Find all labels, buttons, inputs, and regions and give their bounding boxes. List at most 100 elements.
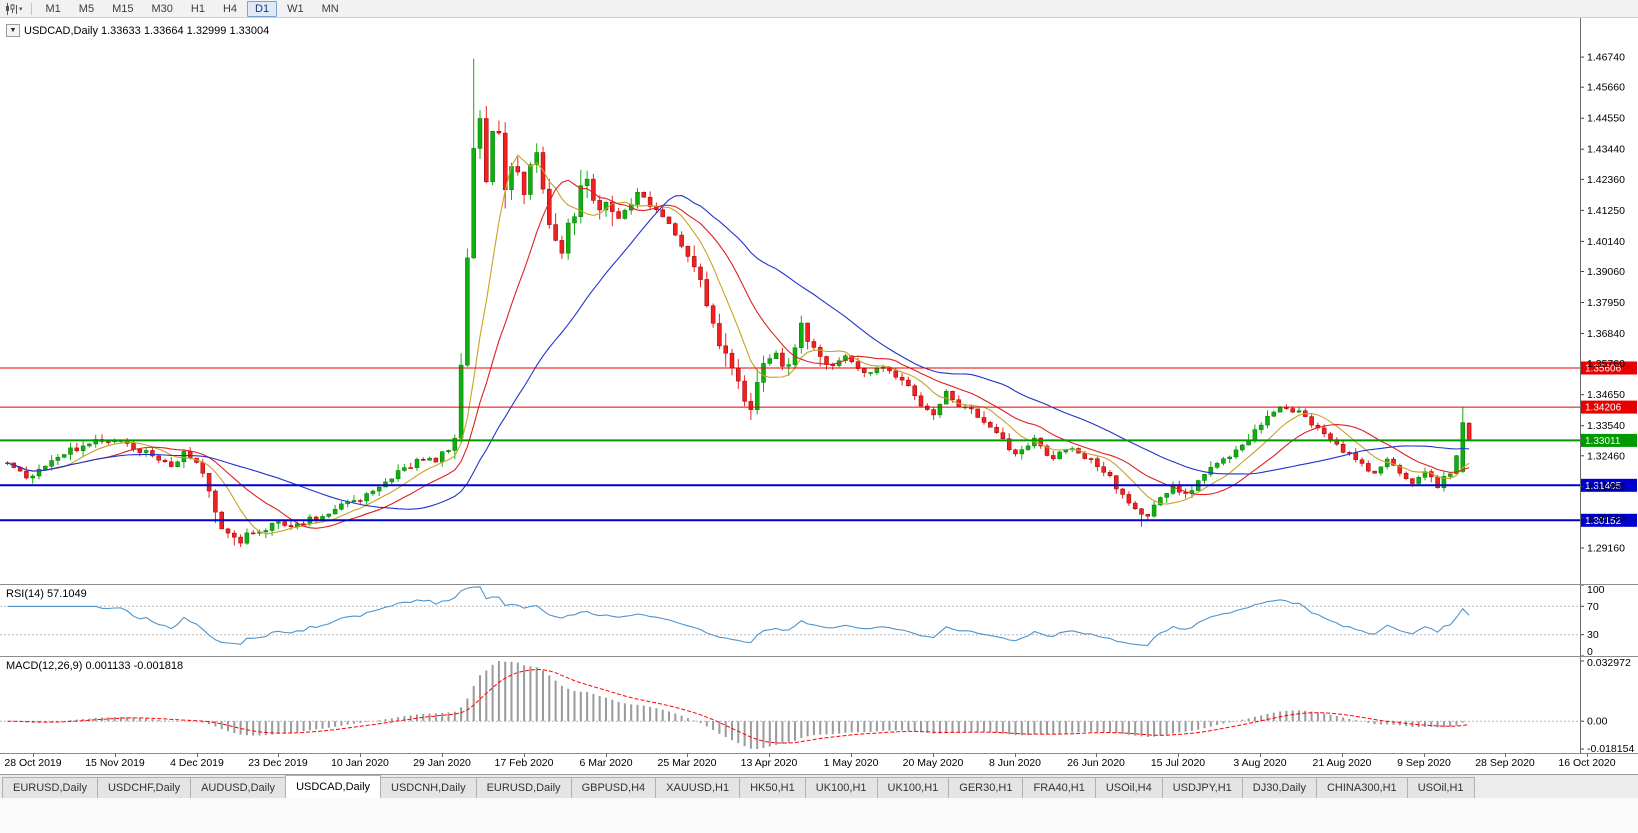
moving-average-8 — [7, 154, 1470, 535]
date-label: 21 Aug 2020 — [1312, 757, 1372, 769]
chart-tab-dj30-daily-15[interactable]: DJ30,Daily — [1241, 777, 1317, 798]
svg-text:30: 30 — [1587, 629, 1599, 641]
date-tick — [1342, 753, 1343, 757]
svg-text:1.32460: 1.32460 — [1587, 450, 1625, 462]
chart-tab-uk100-h1-10[interactable]: UK100,H1 — [876, 777, 950, 798]
timeframe-button-H1[interactable]: H1 — [190, 2, 205, 15]
svg-text:1.35606: 1.35606 — [1585, 364, 1622, 375]
date-tick — [1587, 753, 1588, 757]
chart-tab-hk50-h1-8[interactable]: HK50,H1 — [739, 777, 806, 798]
date-label: 23 Dec 2019 — [248, 757, 308, 769]
macd-indicator-pane[interactable]: 0.032972 0.00 -0.018154 — [0, 657, 1638, 753]
chart-tab-usdchf-daily-1[interactable]: USDCHF,Daily — [96, 777, 192, 798]
svg-text:0.00: 0.00 — [1587, 716, 1608, 728]
rsi-line — [7, 586, 1470, 646]
date-label: 26 Jun 2020 — [1067, 757, 1125, 769]
timeframe-button-MN[interactable]: MN — [321, 2, 339, 15]
svg-text:1.34206: 1.34206 — [1585, 403, 1622, 414]
chart-tab-gbpusd-h4-6[interactable]: GBPUSD,H4 — [570, 777, 657, 798]
macd-signal-line — [7, 668, 1470, 744]
date-tick — [278, 753, 279, 757]
chart-tab-audusd-daily-2[interactable]: AUDUSD,Daily — [190, 777, 287, 798]
date-label: 16 Oct 2020 — [1558, 757, 1616, 769]
rsi-indicator-pane[interactable]: 100 70 30 0 — [0, 585, 1638, 656]
svg-text:0.032972: 0.032972 — [1587, 657, 1631, 669]
svg-text:1.29160: 1.29160 — [1587, 543, 1625, 555]
timeframe-button-M30[interactable]: M30 — [151, 2, 173, 15]
chart-tab-eurusd-daily-5[interactable]: EURUSD,Daily — [475, 777, 572, 798]
chart-tab-uk100-h1-9[interactable]: UK100,H1 — [804, 777, 878, 798]
date-tick — [442, 753, 443, 757]
main-price-chart[interactable]: 1.35606 1.34206 1.33011 1.31405 1.30152 1.467… — [0, 18, 1638, 584]
date-label: 28 Oct 2019 — [4, 757, 62, 769]
svg-text:100: 100 — [1587, 585, 1605, 596]
date-label: 17 Feb 2020 — [494, 757, 554, 769]
macd-label: MACD(12,26,9) 0.001133 -0.001818 — [6, 660, 184, 672]
date-tick — [769, 753, 770, 757]
date-label: 25 Mar 2020 — [657, 757, 717, 769]
chart-tab-usdjpy-h1-14[interactable]: USDJPY,H1 — [1161, 777, 1243, 798]
date-label: 9 Sep 2020 — [1397, 757, 1451, 769]
svg-text:1.35760: 1.35760 — [1587, 358, 1625, 370]
timeframe-buttons: M1 M5 M15 M30 H1 H4 D1 W1 MN — [37, 0, 348, 17]
svg-text:0: 0 — [1587, 646, 1593, 656]
chart-tab-xauusd-h1-7[interactable]: XAUUSD,H1 — [655, 777, 741, 798]
date-label: 8 Jun 2020 — [989, 757, 1041, 769]
date-tick — [1424, 753, 1425, 757]
date-axis: 28 Oct 2019 15 Nov 2019 4 Dec 2019 23 Dec 2… — [0, 753, 1638, 774]
chart-tool-button[interactable]: ▾ — [2, 1, 26, 17]
chart-tab-usdcnh-daily-4[interactable]: USDCNH,Daily — [380, 777, 477, 798]
date-tick — [197, 753, 198, 757]
svg-text:1.33011: 1.33011 — [1585, 436, 1621, 447]
svg-text:1.30240: 1.30240 — [1587, 512, 1625, 524]
date-label: 28 Sep 2020 — [1475, 757, 1535, 769]
svg-text:1.31405: 1.31405 — [1585, 481, 1622, 492]
chart-tab-eurusd-daily-0[interactable]: EURUSD,Daily — [2, 777, 98, 798]
date-tick — [1096, 753, 1097, 757]
svg-text:1.37950: 1.37950 — [1587, 297, 1625, 309]
svg-text:1.34650: 1.34650 — [1587, 389, 1625, 401]
date-label: 4 Dec 2019 — [170, 757, 224, 769]
svg-text:1.45660: 1.45660 — [1587, 82, 1625, 94]
date-tick — [1015, 753, 1016, 757]
hline-price-tag — [1581, 478, 1637, 492]
timeframe-button-M1[interactable]: M1 — [45, 2, 61, 15]
svg-text:-0.018154: -0.018154 — [1587, 743, 1634, 753]
chart-tab-fra40-h1-12[interactable]: FRA40,H1 — [1022, 777, 1096, 798]
timeframe-button-M5[interactable]: M5 — [78, 2, 95, 15]
chart-tab-usoil-h4-13[interactable]: USOil,H4 — [1094, 777, 1163, 798]
hline-price-tag — [1581, 513, 1637, 527]
chart-tab-ger30-h1-11[interactable]: GER30,H1 — [948, 777, 1024, 798]
macd-histogram — [12, 661, 1471, 749]
date-tick — [1505, 753, 1506, 757]
date-tick — [1178, 753, 1179, 757]
date-tick — [33, 753, 34, 757]
chart-tab-usdcad-daily-3[interactable]: USDCAD,Daily — [285, 775, 382, 798]
one-click-trading-toggle[interactable]: ▼ — [6, 24, 20, 37]
date-label: 6 Mar 2020 — [579, 757, 633, 769]
pane-separator[interactable] — [0, 584, 1638, 585]
date-tick — [933, 753, 934, 757]
timeframe-button-W1[interactable]: W1 — [287, 2, 304, 15]
timeframe-button-H4[interactable]: H4 — [222, 2, 238, 15]
svg-text:1.46740: 1.46740 — [1587, 52, 1625, 64]
hline-price-tag — [1581, 361, 1637, 375]
chart-ohlc-header: USDCAD,Daily 1.33633 1.33664 1.32999 1.3… — [24, 25, 270, 37]
svg-text:1.36840: 1.36840 — [1587, 328, 1625, 340]
date-label: 3 Aug 2020 — [1233, 757, 1287, 769]
svg-text:1.39060: 1.39060 — [1587, 266, 1625, 278]
candlestick-chart-icon — [5, 2, 18, 15]
time-axis-line — [0, 753, 1638, 754]
chevron-down-icon: ▾ — [19, 5, 23, 13]
chart-tab-china300-h1-16[interactable]: CHINA300,H1 — [1315, 777, 1408, 798]
date-label: 15 Jul 2020 — [1150, 757, 1206, 769]
date-label: 13 Apr 2020 — [740, 757, 798, 769]
svg-text:1.31350: 1.31350 — [1587, 481, 1625, 493]
svg-text:70: 70 — [1587, 601, 1599, 613]
date-tick — [851, 753, 852, 757]
chart-tab-usoil-h1-17[interactable]: USOil,H1 — [1406, 777, 1475, 798]
timeframe-button-M15[interactable]: M15 — [112, 2, 134, 15]
pane-separator[interactable] — [0, 656, 1638, 657]
timeframe-button-D1[interactable]: D1 — [247, 0, 278, 17]
